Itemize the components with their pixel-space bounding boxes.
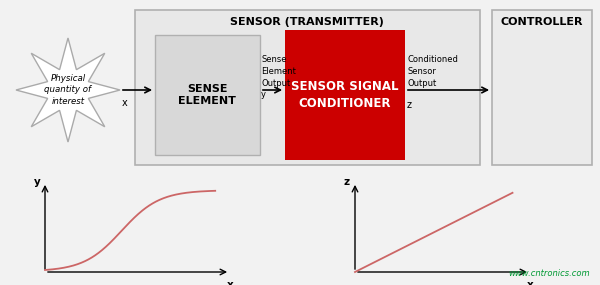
Text: Sense
Element
Output
y: Sense Element Output y (261, 55, 296, 99)
Text: CONTROLLER: CONTROLLER (501, 17, 583, 27)
Text: SENSE
ELEMENT: SENSE ELEMENT (178, 84, 236, 106)
FancyBboxPatch shape (285, 30, 405, 160)
Text: x: x (527, 280, 533, 285)
Text: x: x (122, 98, 128, 108)
Text: SENSOR (TRANSMITTER): SENSOR (TRANSMITTER) (230, 17, 384, 27)
FancyBboxPatch shape (135, 10, 480, 165)
Text: SENSOR SIGNAL
CONDITIONER: SENSOR SIGNAL CONDITIONER (291, 80, 399, 110)
Polygon shape (16, 38, 120, 142)
Text: z: z (344, 177, 350, 187)
FancyBboxPatch shape (492, 10, 592, 165)
Text: x: x (227, 280, 233, 285)
Text: Physical
quantity of
interest: Physical quantity of interest (44, 74, 91, 106)
FancyBboxPatch shape (155, 35, 260, 155)
Text: y: y (34, 177, 40, 187)
Text: Conditioned
Sensor
Output: Conditioned Sensor Output (407, 55, 458, 87)
Text: www.cntronics.com: www.cntronics.com (508, 269, 590, 278)
Text: z: z (407, 100, 412, 110)
